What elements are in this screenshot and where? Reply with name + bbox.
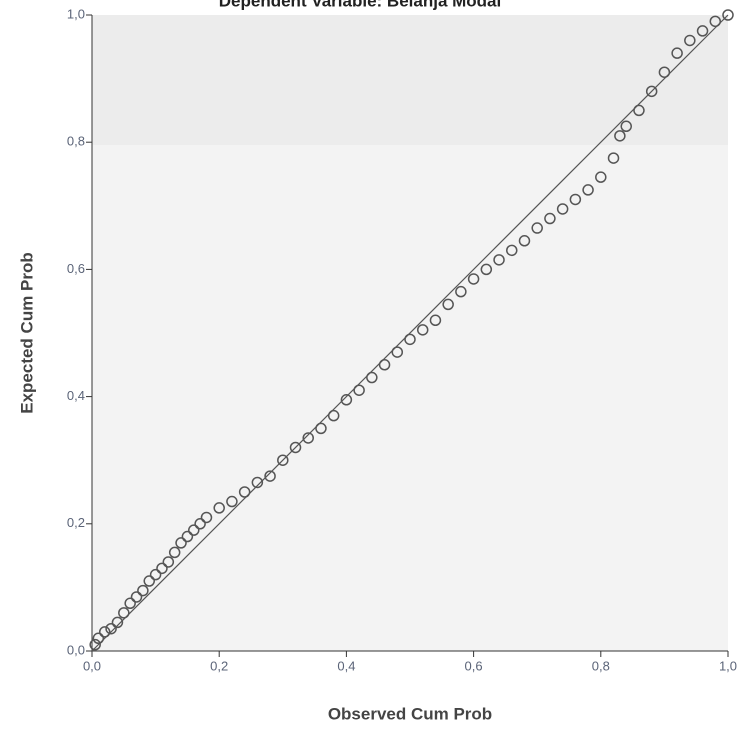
point	[327, 409, 340, 422]
point	[340, 394, 353, 406]
point	[289, 441, 302, 454]
point	[455, 285, 467, 298]
point	[658, 66, 671, 78]
point	[168, 546, 181, 559]
point	[226, 495, 238, 508]
point	[582, 184, 594, 196]
y-axis-label: Expected Cum Prob	[17, 252, 36, 414]
point	[645, 85, 658, 98]
plot-background	[92, 145, 728, 651]
point	[722, 9, 734, 21]
point	[696, 25, 709, 37]
point	[137, 584, 149, 597]
point	[614, 130, 626, 142]
point	[353, 384, 365, 396]
y-tick-label: 0,6	[67, 261, 85, 276]
point	[162, 556, 175, 568]
point	[544, 212, 556, 225]
point	[378, 359, 391, 371]
point	[429, 314, 442, 327]
y-tick-label: 0,4	[67, 388, 85, 403]
point	[684, 34, 696, 47]
point	[480, 263, 493, 276]
point	[213, 502, 225, 514]
point	[493, 254, 505, 266]
chart-title: Dependent Variable: Belanja Modal	[219, 0, 501, 10]
point	[277, 454, 289, 466]
plot-background-top	[92, 15, 728, 145]
y-tick-label: 0,0	[67, 642, 85, 657]
point	[391, 346, 404, 358]
x-tick-label: 0,6	[465, 658, 483, 673]
point	[556, 203, 569, 215]
point	[238, 486, 251, 498]
point	[518, 235, 531, 247]
point	[143, 575, 155, 587]
point	[366, 371, 378, 384]
point	[111, 616, 124, 629]
point	[315, 422, 327, 435]
point	[467, 273, 480, 285]
point	[620, 120, 632, 133]
point	[118, 607, 130, 619]
point	[607, 152, 620, 164]
y-tick-label: 0,2	[67, 515, 85, 530]
point	[124, 597, 136, 610]
y-tick-label: 1,0	[67, 6, 85, 21]
point	[130, 591, 143, 603]
point	[194, 518, 206, 530]
point	[671, 47, 683, 59]
x-tick-label: 0,8	[592, 658, 610, 673]
y-tick-label: 0,8	[67, 134, 85, 149]
x-tick-label: 0,4	[337, 658, 355, 673]
point	[98, 626, 111, 638]
point	[156, 562, 168, 575]
point	[404, 333, 416, 346]
point	[569, 193, 582, 206]
point	[531, 222, 543, 234]
point	[709, 15, 722, 28]
point	[264, 470, 276, 482]
point	[595, 171, 607, 183]
reference-line	[91, 14, 729, 652]
point	[188, 524, 200, 536]
point	[149, 568, 162, 581]
point	[89, 638, 101, 651]
point	[105, 622, 117, 635]
x-axis-label: Observed Cum Prob	[328, 704, 492, 723]
x-tick-label: 0,0	[83, 658, 101, 673]
point	[302, 432, 314, 444]
point	[200, 511, 213, 524]
point	[506, 244, 518, 257]
point	[442, 298, 454, 311]
x-tick-label: 1,0	[719, 658, 737, 673]
point	[175, 537, 187, 549]
point	[251, 476, 264, 489]
point	[92, 632, 105, 645]
x-tick-label: 0,2	[210, 658, 228, 673]
point	[633, 104, 645, 117]
point	[416, 324, 429, 336]
point	[181, 530, 194, 543]
